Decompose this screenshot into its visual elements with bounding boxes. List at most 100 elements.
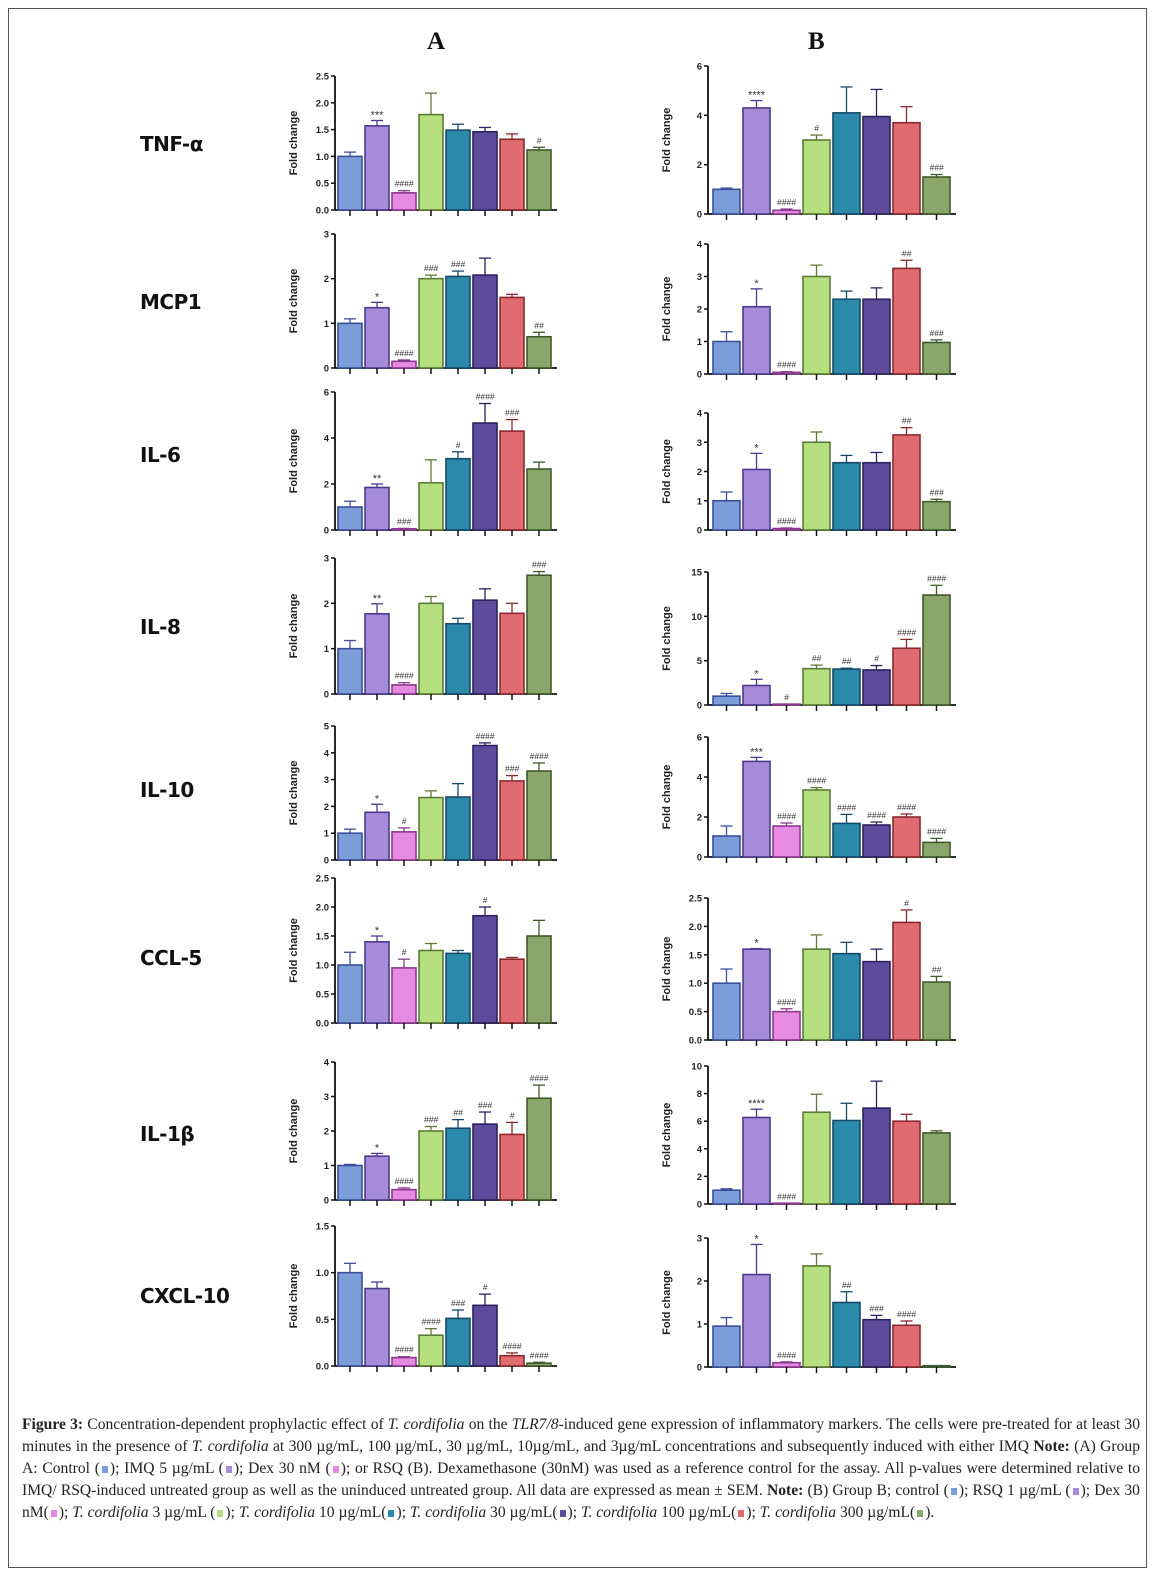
bar: [445, 457, 471, 531]
bar: [862, 824, 891, 858]
bar: [772, 703, 801, 706]
bar: [892, 921, 921, 1041]
significance-label: *: [375, 925, 380, 937]
significance-label: ***: [750, 746, 764, 758]
bar: [418, 277, 444, 369]
caption-text: 100 µg/mL(: [657, 1504, 737, 1521]
bar: [418, 1334, 444, 1367]
y-tick-label: 3: [324, 1092, 329, 1103]
panel-label-b: B: [808, 28, 825, 55]
bar: [922, 1132, 951, 1205]
y-tick-label: 2: [324, 1127, 329, 1138]
significance-label: ###: [929, 328, 943, 338]
significance-label: ####: [395, 671, 414, 681]
y-tick-label: 0: [697, 526, 702, 537]
bar: [526, 1362, 552, 1367]
y-axis-label: Fold change: [661, 937, 673, 1002]
bar: [445, 796, 471, 861]
bar: [391, 967, 417, 1024]
y-tick-label: 2: [697, 1277, 702, 1288]
bar: [802, 667, 831, 706]
significance-label: ##: [842, 656, 852, 666]
y-tick-label: 3: [697, 272, 702, 283]
bar: [337, 155, 363, 211]
significance-label: ###: [424, 263, 438, 273]
significance-label: ####: [927, 573, 946, 583]
bar: [445, 952, 471, 1024]
bar: [499, 1354, 525, 1367]
caption-text: Note:: [1033, 1438, 1070, 1455]
y-axis-label: Fold change: [661, 1103, 673, 1168]
bar-chart-cxcl-10-a: Fold change0.00.51.01.5#################…: [288, 1222, 557, 1373]
gene-label: IL-6: [140, 443, 181, 467]
caption-text: 300 µg/mL(: [836, 1504, 916, 1521]
significance-label: *: [754, 442, 759, 454]
bar: [832, 298, 861, 375]
y-tick-label: 0.0: [316, 1019, 329, 1030]
significance-label: ##: [812, 653, 822, 663]
significance-label: #: [784, 692, 789, 702]
y-tick-label: 10: [691, 612, 702, 623]
significance-label: #: [874, 654, 879, 664]
bar: [772, 527, 801, 531]
y-tick-label: 1: [697, 496, 703, 507]
y-axis-label: Fold change: [661, 765, 673, 830]
significance-label: #: [904, 898, 909, 908]
y-tick-label: 2: [324, 274, 329, 285]
y-tick-label: 1: [324, 319, 330, 330]
y-tick-label: 2.0: [316, 98, 329, 109]
bar: [742, 760, 771, 858]
y-axis-label: Fold change: [288, 918, 300, 983]
y-tick-label: 2.0: [316, 903, 329, 914]
significance-label: *: [754, 938, 759, 950]
legend-color-swatch: [388, 1510, 395, 1517]
significance-label: *: [375, 793, 380, 805]
bar: [772, 209, 801, 215]
bar: [391, 1188, 417, 1201]
y-axis-label: Fold change: [288, 594, 300, 659]
bar: [499, 958, 525, 1024]
y-tick-label: 0: [324, 856, 329, 867]
bar: [802, 275, 831, 375]
y-tick-label: 6: [324, 388, 329, 399]
bar: [391, 1356, 417, 1367]
bar-chart-il-1β-b: Fold change 0 2 4 6 8 10 **** ####: [661, 1062, 956, 1211]
bar: [526, 335, 552, 369]
caption-text: ); Dex 30 nM(: [22, 1482, 1140, 1521]
y-tick-label: 2: [697, 813, 702, 824]
y-tick-label: 0.5: [316, 990, 330, 1001]
bar: [391, 684, 417, 695]
significance-label: #: [402, 816, 407, 826]
y-tick-label: 4: [697, 1144, 703, 1155]
bar: [391, 831, 417, 861]
y-tick-label: 2: [697, 467, 702, 478]
caption-text: -induced gene expression of inflammatory…: [22, 1416, 1141, 1455]
bar: [526, 468, 552, 531]
y-axis-label: Fold change: [661, 1270, 673, 1335]
caption-text: Note:: [766, 1482, 804, 1499]
caption-text: T. cordifolia: [191, 1438, 269, 1455]
caption-text: TLR7/8: [511, 1416, 559, 1433]
y-tick-label: 1: [324, 829, 330, 840]
y-tick-label: 0.5: [316, 1315, 330, 1326]
caption-text: 10 µg/mL(: [315, 1504, 387, 1521]
bar: [802, 139, 831, 215]
y-tick-label: 1.0: [316, 1268, 329, 1279]
caption-text: );: [396, 1504, 410, 1521]
caption-text: ); IMQ 5 µg/mL (: [109, 1460, 224, 1477]
caption-text: 30 µg/mL(: [486, 1504, 558, 1521]
y-tick-label: 2.5: [689, 894, 703, 905]
bar: [391, 192, 417, 211]
significance-label: ###: [451, 259, 465, 269]
significance-label: #: [483, 1282, 488, 1292]
y-tick-label: 3: [324, 554, 329, 565]
caption-text: T. cordifolia: [72, 1504, 149, 1521]
significance-label: ###: [505, 408, 519, 418]
legend-color-swatch: [559, 1510, 566, 1517]
bar: [802, 1265, 831, 1368]
y-tick-label: 2.5: [316, 72, 330, 83]
y-tick-label: 4: [324, 748, 330, 759]
